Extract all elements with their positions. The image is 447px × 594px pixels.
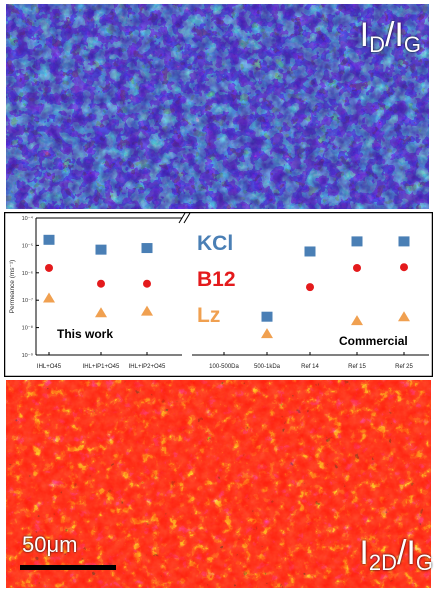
y-tick-label: 10⁻⁷ — [22, 297, 33, 304]
legend-lz: Lz — [197, 304, 220, 327]
kcl-point — [43, 234, 55, 245]
lz-point — [95, 307, 107, 318]
x-tick-label: 500-1kDa — [254, 364, 281, 370]
b12-point — [353, 263, 361, 272]
y-tick-label: 10⁻⁶ — [22, 270, 33, 277]
kcl-point — [95, 244, 107, 255]
id-ig-label: ID/IG — [359, 16, 421, 57]
lz-point — [351, 315, 363, 326]
scale-bar-label: 50μm — [22, 532, 78, 557]
b12-point — [306, 283, 314, 292]
lz-point — [261, 328, 273, 339]
lz-point — [43, 292, 55, 303]
y-tick-label: 10⁻⁴ — [22, 215, 34, 222]
permeance-chart: 10⁻⁹ 10⁻⁸ 10⁻⁷ 10⁻⁶ 10⁻⁵ 10⁻⁴ Permeance (ms⁻¹)… — [4, 212, 433, 377]
kcl-point — [141, 243, 153, 254]
x-tick-label: IHL+O45 — [37, 364, 62, 370]
annotation-this-work: This work — [57, 327, 113, 341]
b12-point — [97, 279, 105, 288]
x-tick-label: Ref 14 — [301, 364, 319, 370]
b12-point — [45, 263, 53, 272]
x-tick-label: IHL+IP2+O45 — [129, 364, 166, 370]
y-tick-label: 10⁻⁵ — [22, 242, 33, 249]
scale-bar — [20, 565, 116, 570]
legend-b12: B12 — [197, 268, 236, 291]
x-tick-label: IHL+IP1+O45 — [83, 364, 120, 370]
axis-break-mark — [183, 212, 191, 224]
id-ig-raman-map — [6, 4, 429, 209]
b12-point — [143, 279, 151, 288]
i2d-ig-raman-map — [6, 380, 431, 588]
y-tick-label: 10⁻⁹ — [22, 352, 33, 359]
kcl-point — [351, 236, 363, 247]
annotation-commercial: Commercial — [339, 334, 408, 348]
legend-kcl: KCl — [197, 232, 233, 255]
kcl-point — [261, 311, 273, 322]
kcl-point — [304, 246, 316, 257]
lz-point — [141, 305, 153, 316]
y-tick-label: 10⁻⁸ — [22, 325, 33, 332]
y-axis-label: Permeance (ms⁻¹) — [9, 260, 16, 314]
axis-break-mark — [178, 212, 186, 224]
x-tick-label: Ref 15 — [348, 364, 366, 370]
x-tick-label: Ref 25 — [395, 364, 413, 370]
lz-point — [398, 311, 410, 322]
x-tick-label: 100-500Da — [209, 364, 239, 370]
i2d-ig-label: I2D/IG — [359, 534, 433, 575]
b12-point — [400, 263, 408, 272]
kcl-point — [398, 236, 410, 247]
